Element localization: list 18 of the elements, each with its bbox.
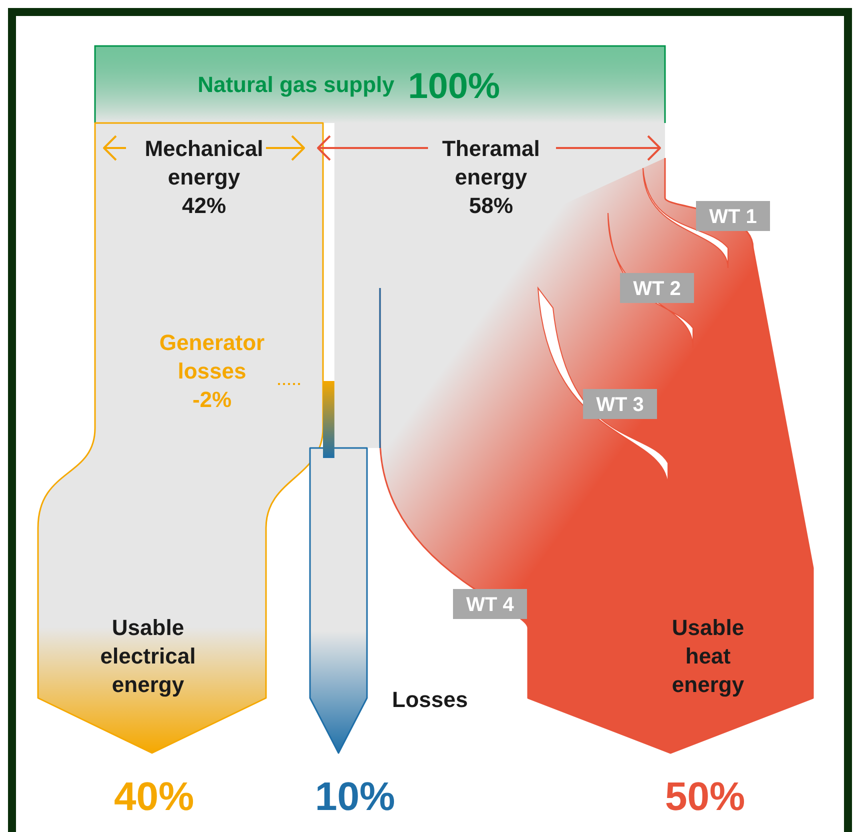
- data-label: 40%: [114, 775, 194, 819]
- data-label: 50%: [664, 775, 746, 819]
- category-label: Natural gas supply: [198, 72, 396, 97]
- data-label: 58%: [468, 193, 514, 218]
- category-label: Losses: [392, 687, 468, 712]
- data-label: -2%: [192, 387, 232, 412]
- text: WT 2: [633, 278, 681, 300]
- data-label: 100%: [408, 65, 500, 106]
- category-label: Usable heat energy: [672, 615, 745, 698]
- category-label: Generator losses: [159, 330, 266, 384]
- text: WT 4: [466, 594, 515, 616]
- category-label: Mechanical energy: [144, 136, 264, 190]
- category-label: Theramal energy: [442, 136, 540, 190]
- text: WT 3: [596, 394, 644, 416]
- data-label: 42%: [182, 193, 226, 218]
- data-label: 10%: [314, 775, 396, 819]
- category-label: Usable electrical energy: [100, 615, 196, 698]
- text: WT 1: [709, 206, 757, 228]
